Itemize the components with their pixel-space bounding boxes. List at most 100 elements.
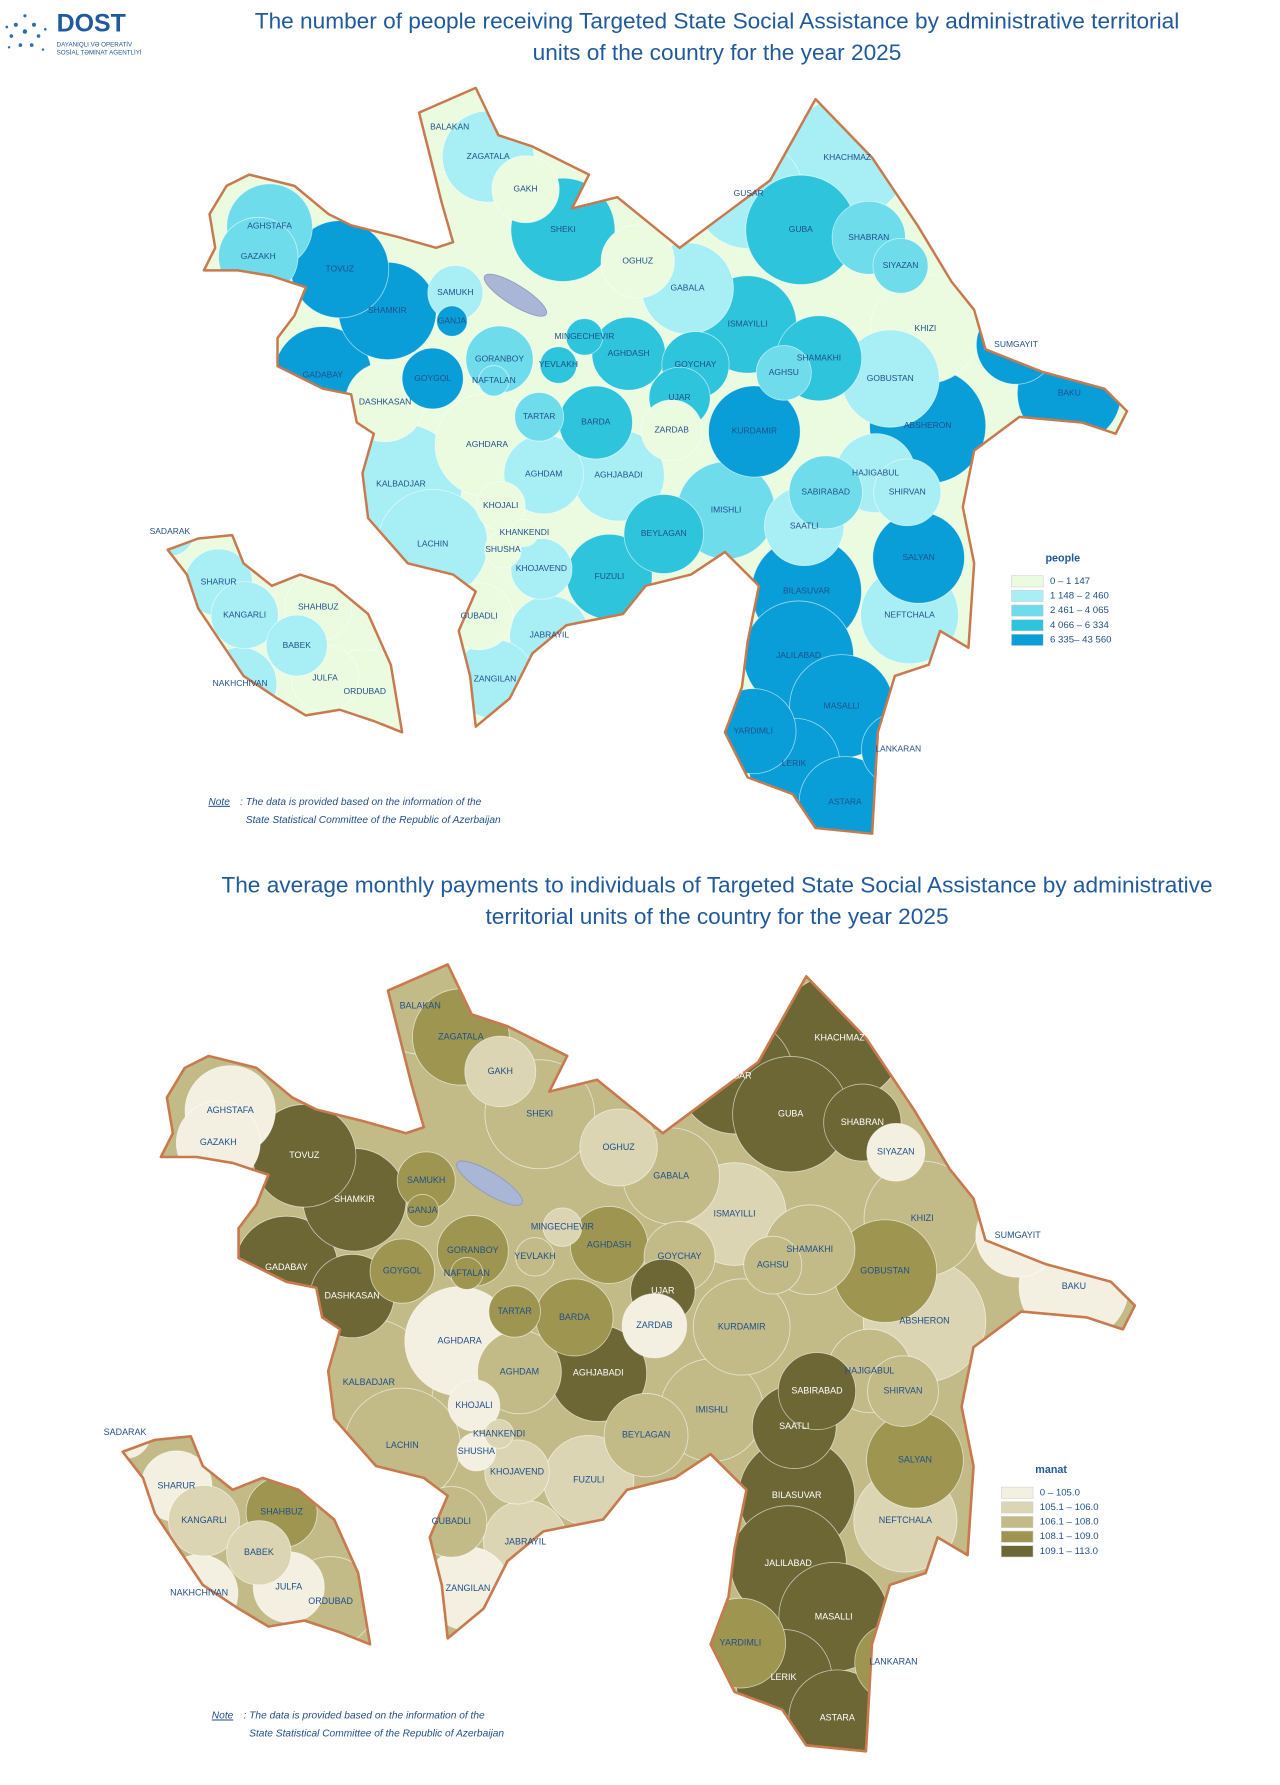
- region-label: ZANGILAN: [446, 1583, 491, 1593]
- region: [401, 347, 464, 410]
- region-label: GAKH: [514, 184, 538, 194]
- logo-dot: [13, 22, 18, 27]
- region-label: TARTAR: [523, 411, 556, 421]
- legend-label: 106.1 – 108.0: [1040, 1517, 1099, 1528]
- region-label: KHOJALI: [455, 1400, 492, 1410]
- region: [539, 346, 578, 384]
- region: [488, 1285, 541, 1338]
- region: [464, 1035, 537, 1108]
- region: [491, 155, 560, 224]
- legend-swatch: [1001, 1486, 1034, 1499]
- region-label: YEVLAKH: [514, 1251, 555, 1261]
- region: [226, 1520, 292, 1586]
- map-fills: [122, 964, 1135, 1752]
- region-label: DASHKASAN: [325, 1290, 380, 1300]
- region-label: UJAR: [651, 1286, 675, 1296]
- region: [514, 392, 565, 442]
- region: [484, 1419, 515, 1449]
- region-label: JULFA: [275, 1582, 302, 1592]
- region-label: SIYAZAN: [877, 1147, 915, 1157]
- legend-swatch: [1001, 1516, 1034, 1528]
- region-label: KALBADJAR: [343, 1377, 396, 1387]
- region-label: ZAGATALA: [438, 1031, 483, 1041]
- legend-label: 0 – 105.0: [1040, 1487, 1080, 1498]
- region: [406, 1194, 440, 1227]
- region-label: SABIRABAD: [801, 487, 850, 497]
- region-label: AGHJABADI: [573, 1368, 624, 1378]
- region-label: ZARDAB: [654, 425, 689, 435]
- region-label: SIYAZAN: [883, 260, 919, 270]
- region-label: KHOJAVEND: [490, 1466, 545, 1476]
- region-label: TOVUZ: [325, 264, 354, 274]
- logo-dot: [22, 29, 28, 34]
- region: [623, 494, 704, 574]
- region-label: TOVUZ: [289, 1150, 320, 1160]
- region-label: KHACHMAZ: [815, 1033, 866, 1043]
- region-label: BARDA: [559, 1312, 590, 1322]
- region-label: KHACHMAZ: [823, 152, 871, 162]
- region-label: LANKARAN: [869, 1657, 917, 1667]
- region-label: BARDA: [581, 417, 611, 427]
- region-label: BAKU: [1062, 1281, 1086, 1291]
- region-label: KURDAMIR: [732, 426, 777, 436]
- region-label: MASALLI: [815, 1611, 853, 1621]
- map-title: units of the country for the year 2025: [533, 40, 902, 65]
- region-label: OGHUZ: [602, 1142, 635, 1152]
- region-label: SHEKI: [526, 1109, 553, 1119]
- region: [447, 1379, 501, 1432]
- region: [475, 481, 526, 531]
- logo-dot: [7, 46, 11, 49]
- region: [755, 345, 812, 401]
- logo-dot: [36, 34, 41, 38]
- region: [600, 224, 675, 299]
- legend-swatch: [1011, 633, 1044, 646]
- region-label: BEYLAGAN: [622, 1429, 670, 1439]
- region-label: ASTARA: [828, 796, 862, 806]
- content: DOST DAYANIQLI VƏ OPERATİV SOSİAL TƏMİNA…: [5, 9, 1213, 1753]
- region-label: AGHSU: [757, 1260, 789, 1270]
- region: [510, 538, 573, 600]
- region-label: MINGECHEVIR: [555, 331, 615, 341]
- region-label: GOYCHAY: [675, 359, 717, 369]
- region-label: KANGARLI: [181, 1515, 226, 1525]
- legend-swatch: [1001, 1545, 1034, 1558]
- region-label: KHANKENDI: [473, 1428, 525, 1438]
- region-label: AGHSTAFA: [207, 1105, 254, 1115]
- region: [692, 1278, 791, 1376]
- region: [436, 305, 468, 337]
- region-label: SHUSHA: [485, 544, 521, 554]
- region-label: SHAMAKHI: [786, 1244, 833, 1254]
- region-label: SUMGAYIT: [995, 1230, 1042, 1240]
- region-label: KHOJALI: [483, 500, 518, 510]
- region-label: SHAHBUZ: [260, 1507, 303, 1517]
- region-label: ABSHERON: [899, 1315, 949, 1325]
- region-label: KANGARLI: [223, 609, 266, 619]
- region-label: GABALA: [653, 1170, 689, 1180]
- region-label: GOYCHAY: [658, 1251, 702, 1261]
- region-label: ZARDAB: [636, 1320, 672, 1330]
- region: [168, 1484, 240, 1557]
- logo-dot: [5, 25, 9, 29]
- region-label: GAKH: [488, 1066, 513, 1076]
- region: [515, 1237, 555, 1277]
- region-label: SHARUR: [158, 1481, 196, 1491]
- region-label: GUSAR: [720, 1071, 752, 1081]
- region-label: BABEK: [244, 1547, 274, 1557]
- region-label: JALILABAD: [776, 650, 821, 660]
- region-label: BABEK: [283, 640, 312, 650]
- legend-label: 2 461 – 4 065: [1050, 605, 1109, 616]
- region-label: SAMUKH: [407, 1175, 445, 1185]
- agency-line: DAYANIQLI VƏ OPERATİV: [57, 42, 133, 49]
- legend-title: manat: [1035, 1464, 1067, 1476]
- region-label: BALAKAN: [430, 122, 469, 132]
- region-label: GAZAKH: [241, 251, 276, 261]
- region: [866, 1122, 926, 1182]
- country-border: [166, 533, 404, 734]
- country-border: [202, 86, 1129, 835]
- region-label: LACHIN: [386, 1440, 419, 1450]
- legend-label: 4 066 – 6 334: [1050, 620, 1110, 631]
- country-border: [159, 963, 1137, 1753]
- logo-dot: [29, 43, 34, 47]
- region-label: KHOJAVEND: [516, 563, 567, 573]
